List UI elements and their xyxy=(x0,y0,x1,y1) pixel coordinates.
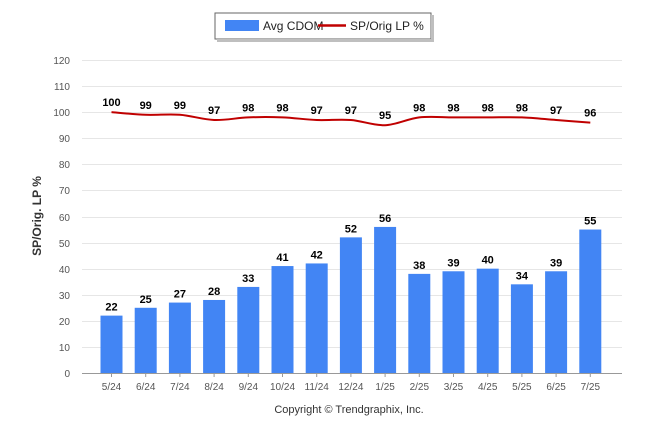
bar-value-label: 28 xyxy=(208,286,220,298)
line-value-label: 99 xyxy=(140,100,152,112)
bar-value-label: 39 xyxy=(550,257,562,269)
line-value-label: 97 xyxy=(311,105,323,117)
bar-value-label: 52 xyxy=(345,223,357,235)
line-value-label: 98 xyxy=(242,102,254,114)
y-axis-label: SP/Orig. LP % xyxy=(30,176,44,256)
y-tick-label-120: 120 xyxy=(53,56,70,67)
grid xyxy=(82,60,622,374)
legend-label-avg-cdom: Avg CDOM xyxy=(263,19,323,33)
bar-11/24 xyxy=(305,263,328,373)
line-value-label: 98 xyxy=(447,102,459,114)
y-tick-label-20: 20 xyxy=(59,317,71,328)
line-value-label: 98 xyxy=(276,102,288,114)
line-value-label: 99 xyxy=(174,100,186,112)
x-tick-label-11/24: 11/24 xyxy=(305,382,330,393)
legend-shadow-right xyxy=(431,15,434,41)
bar-value-label: 42 xyxy=(311,249,323,261)
y-tick-label-80: 80 xyxy=(59,160,71,171)
x-tick-label-6/25: 6/25 xyxy=(546,382,566,393)
line-value-label: 96 xyxy=(584,108,596,120)
copyright-text: Copyright © Trendgraphix, Inc. xyxy=(274,404,423,416)
x-ticks: 5/24 6/24 7/24 8/24 9/24 10/24 11/24 12/24 1/25 2… xyxy=(102,373,601,393)
x-tick-label-12/24: 12/24 xyxy=(338,382,363,393)
line-value-label: 98 xyxy=(516,102,528,114)
bar-value-label: 55 xyxy=(584,216,596,228)
legend-label-sp-orig: SP/Orig LP % xyxy=(350,19,424,33)
line-value-label: 95 xyxy=(379,110,391,122)
y-tick-label-50: 50 xyxy=(59,239,71,250)
bar-3/25 xyxy=(442,271,465,373)
bar-value-label: 40 xyxy=(482,255,494,267)
x-tick-label-10/24: 10/24 xyxy=(270,382,295,393)
line-value-label: 97 xyxy=(345,105,357,117)
bar-5/25 xyxy=(510,284,533,373)
line-value-label: 100 xyxy=(102,97,120,109)
bar-value-label: 38 xyxy=(413,260,425,272)
x-tick-label-3/25: 3/25 xyxy=(444,382,464,393)
line-series xyxy=(111,111,591,127)
bar-10/24 xyxy=(271,266,294,373)
bar-2/25 xyxy=(408,273,431,373)
bar-value-label: 33 xyxy=(242,273,254,285)
bar-7/24 xyxy=(168,302,191,373)
sp-orig-line xyxy=(111,111,591,127)
x-tick-label-6/24: 6/24 xyxy=(136,382,156,393)
x-tick-label-5/24: 5/24 xyxy=(102,382,122,393)
line-value-label: 98 xyxy=(482,102,494,114)
bar-4/25 xyxy=(476,268,499,373)
bars xyxy=(100,226,602,373)
y-tick-label-70: 70 xyxy=(59,186,71,197)
bar-6/25 xyxy=(545,271,568,373)
y-tick-label-100: 100 xyxy=(53,108,70,119)
bar-12/24 xyxy=(339,237,362,373)
bar-value-label: 25 xyxy=(140,294,152,306)
line-value-label: 97 xyxy=(550,105,562,117)
line-value-label: 98 xyxy=(413,102,425,114)
x-tick-label-7/25: 7/25 xyxy=(581,382,601,393)
bar-9/24 xyxy=(237,286,260,373)
x-tick-label-9/24: 9/24 xyxy=(239,382,259,393)
y-tick-label-30: 30 xyxy=(59,291,71,302)
x-tick-label-4/25: 4/25 xyxy=(478,382,498,393)
bar-value-label: 56 xyxy=(379,213,391,225)
bar-6/24 xyxy=(134,307,157,373)
y-tick-label-60: 60 xyxy=(59,213,71,224)
bar-value-label: 41 xyxy=(276,252,288,264)
line-value-label: 97 xyxy=(208,105,220,117)
line-labels: 100 99 99 97 98 98 97 97 95 98 98 98 98 97 96 xyxy=(102,97,596,122)
y-tick-label-90: 90 xyxy=(59,134,71,145)
legend: Avg CDOM SP/Orig LP % xyxy=(214,12,434,42)
y-tick-label-40: 40 xyxy=(59,265,71,276)
bar-value-label: 22 xyxy=(105,302,117,314)
bar-5/24 xyxy=(100,315,123,373)
x-tick-label-5/25: 5/25 xyxy=(512,382,532,393)
x-tick-label-7/24: 7/24 xyxy=(170,382,190,393)
bar-7/25 xyxy=(579,229,602,373)
y-tick-label-10: 10 xyxy=(59,343,71,354)
y-ticks: 0 10 20 30 40 50 60 70 80 90 100 110 120 xyxy=(53,56,70,380)
legend-shadow-bottom xyxy=(217,39,434,42)
y-tick-label-110: 110 xyxy=(54,82,70,93)
bar-value-label: 39 xyxy=(447,257,459,269)
bar-value-label: 27 xyxy=(174,289,186,301)
y-tick-label-0: 0 xyxy=(64,369,70,380)
bar-1/25 xyxy=(374,226,397,373)
x-tick-label-2/25: 2/25 xyxy=(410,382,430,393)
bar-labels: 22 25 27 28 33 41 42 52 56 38 39 40 34 39 55 xyxy=(105,213,596,314)
legend-swatch-avg-cdom xyxy=(225,20,259,31)
bar-8/24 xyxy=(203,299,226,373)
x-tick-label-1/25: 1/25 xyxy=(375,382,395,393)
x-tick-label-8/24: 8/24 xyxy=(204,382,224,393)
bar-value-label: 34 xyxy=(516,270,529,282)
